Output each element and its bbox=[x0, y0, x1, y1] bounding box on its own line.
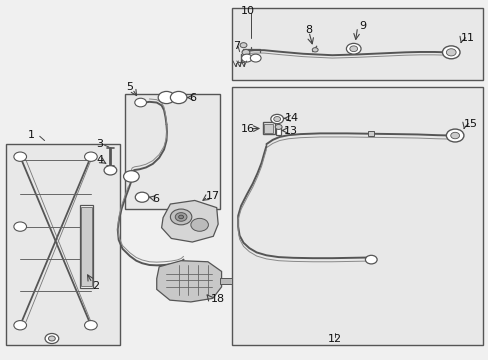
Text: 6: 6 bbox=[152, 194, 159, 204]
Bar bbox=[264, 124, 273, 133]
Circle shape bbox=[270, 114, 283, 124]
Bar bbox=[220, 278, 232, 284]
Text: 7: 7 bbox=[233, 41, 240, 50]
Circle shape bbox=[250, 54, 261, 62]
Text: 12: 12 bbox=[327, 333, 341, 343]
Circle shape bbox=[312, 48, 318, 52]
Bar bbox=[367, 131, 373, 136]
Circle shape bbox=[84, 320, 97, 330]
Text: 15: 15 bbox=[463, 120, 477, 129]
Bar bbox=[125, 94, 220, 209]
Circle shape bbox=[446, 129, 463, 142]
Circle shape bbox=[365, 255, 376, 264]
Circle shape bbox=[242, 49, 249, 55]
Circle shape bbox=[123, 171, 139, 182]
Text: 3: 3 bbox=[96, 139, 103, 149]
Text: 2: 2 bbox=[92, 281, 99, 291]
Circle shape bbox=[14, 222, 26, 231]
Text: 11: 11 bbox=[460, 33, 474, 43]
Circle shape bbox=[135, 98, 146, 107]
Text: 10: 10 bbox=[240, 6, 254, 17]
Text: 1: 1 bbox=[27, 130, 35, 140]
Circle shape bbox=[158, 91, 174, 104]
Text: 14: 14 bbox=[285, 113, 299, 123]
Text: 13: 13 bbox=[283, 126, 297, 135]
Circle shape bbox=[84, 152, 97, 161]
Circle shape bbox=[104, 166, 117, 175]
Circle shape bbox=[14, 320, 26, 330]
Bar bbox=[276, 127, 281, 135]
Bar bbox=[232, 8, 483, 80]
Circle shape bbox=[446, 49, 455, 56]
Bar bbox=[81, 207, 92, 286]
Circle shape bbox=[170, 91, 186, 104]
Circle shape bbox=[135, 192, 149, 202]
Text: 8: 8 bbox=[305, 25, 311, 35]
Circle shape bbox=[170, 209, 191, 225]
Text: 16: 16 bbox=[240, 124, 254, 134]
Circle shape bbox=[14, 152, 26, 161]
Circle shape bbox=[442, 46, 459, 59]
Bar bbox=[5, 144, 120, 345]
Bar bbox=[263, 122, 275, 134]
Circle shape bbox=[273, 117, 280, 122]
Polygon shape bbox=[161, 201, 218, 242]
Circle shape bbox=[241, 54, 252, 62]
Circle shape bbox=[346, 43, 360, 54]
Circle shape bbox=[190, 219, 208, 231]
Circle shape bbox=[178, 215, 183, 219]
Text: 9: 9 bbox=[358, 21, 366, 31]
Text: 18: 18 bbox=[210, 294, 224, 304]
Text: 6: 6 bbox=[189, 93, 196, 103]
Text: 17: 17 bbox=[205, 191, 219, 201]
Circle shape bbox=[175, 213, 186, 221]
Text: 4: 4 bbox=[96, 155, 103, 165]
Circle shape bbox=[275, 125, 282, 130]
Bar bbox=[232, 87, 483, 345]
Circle shape bbox=[240, 42, 246, 48]
Polygon shape bbox=[157, 261, 221, 302]
Text: 5: 5 bbox=[126, 82, 133, 92]
Circle shape bbox=[48, 336, 55, 341]
Bar bbox=[80, 205, 93, 288]
Circle shape bbox=[450, 132, 459, 139]
Circle shape bbox=[349, 46, 357, 51]
Circle shape bbox=[45, 333, 59, 343]
